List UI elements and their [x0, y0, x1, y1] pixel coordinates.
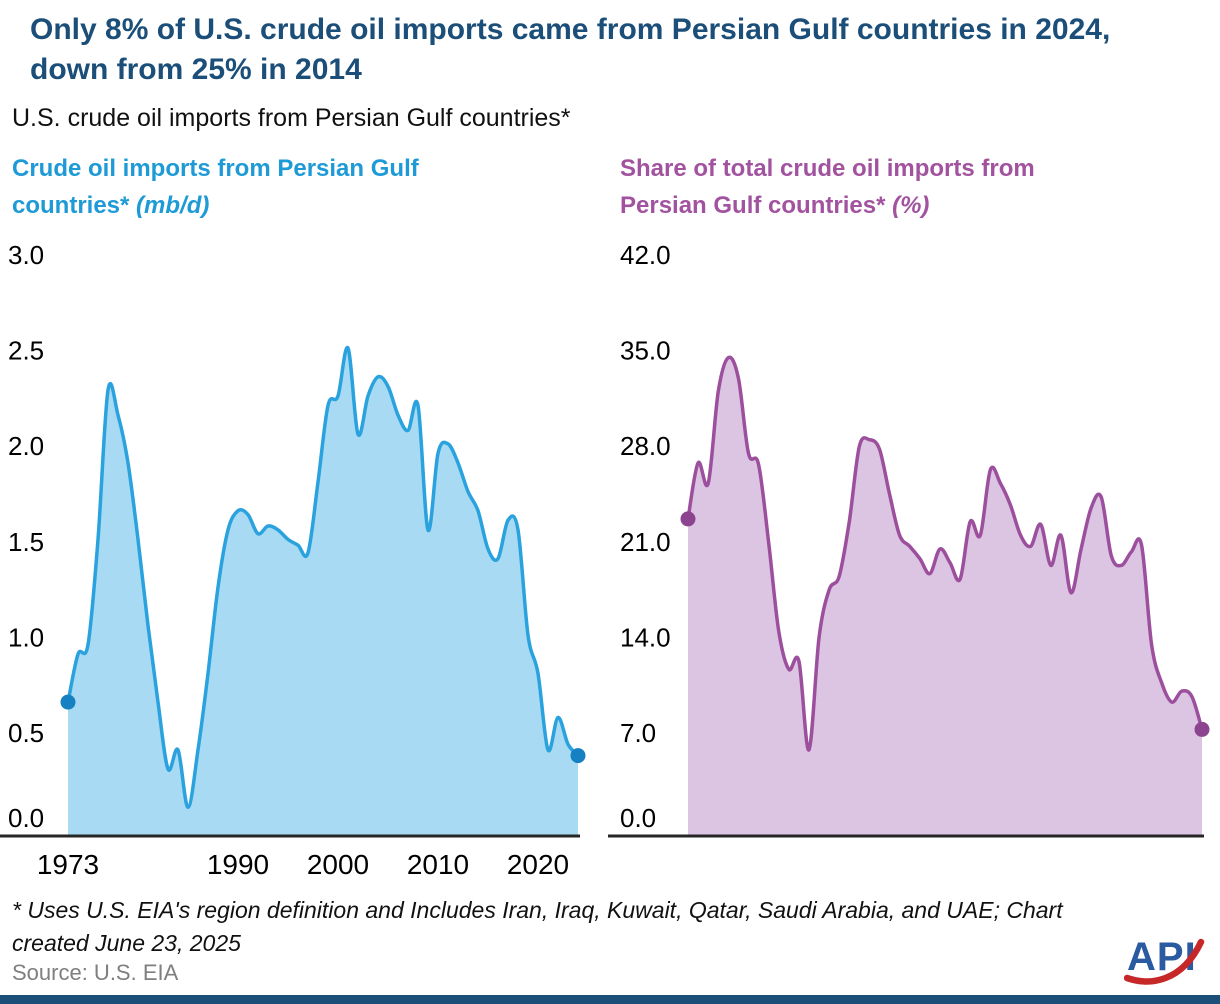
share-endpoint-dot — [680, 511, 696, 527]
share-chart-heading-text: Share of total crude oil imports from Pe… — [620, 155, 1035, 219]
imports-y-tick-label: 1.5 — [8, 527, 44, 557]
imports-x-tick-label: 1990 — [207, 849, 269, 880]
share-y-tick-label: 21.0 — [620, 527, 671, 557]
imports-endpoint-dot — [570, 748, 586, 764]
imports-chart-heading: Crude oil imports from Persian Gulf coun… — [12, 150, 482, 224]
imports-y-tick-label: 3.0 — [8, 240, 44, 270]
imports-x-tick-label: 2010 — [407, 849, 469, 880]
imports-chart-unit-label: (mb/d) — [136, 192, 210, 219]
imports-y-tick-label: 0.0 — [8, 803, 44, 833]
page-title: Only 8% of U.S. crude oil imports came f… — [30, 10, 1110, 90]
source-text: Source: U.S. EIA — [12, 960, 179, 985]
share-y-tick-label: 28.0 — [620, 431, 671, 461]
share-chart-heading: Share of total crude oil imports from Pe… — [620, 150, 1100, 224]
footnote-line2: created June 23, 2025 — [12, 930, 241, 956]
footnote: * Uses U.S. EIA's region definition and … — [12, 894, 1132, 960]
share-y-tick-label: 0.0 — [620, 803, 656, 833]
page-title-line2: down from 25% in 2014 — [30, 53, 362, 86]
imports-area-fill — [68, 347, 578, 836]
imports-y-tick-label: 0.5 — [8, 718, 44, 748]
share-area-fill — [688, 357, 1202, 836]
share-chart-unit-label: (%) — [892, 192, 930, 219]
imports-x-tick-label: 2020 — [507, 849, 569, 880]
imports-line — [66, 346, 580, 810]
imports-y-tick-label: 1.0 — [8, 623, 44, 653]
share-endpoint-dot — [1194, 721, 1210, 737]
api-logo: API — [1124, 935, 1205, 985]
footnote-line1: * Uses U.S. EIA's region definition and … — [12, 897, 1063, 923]
imports-x-tick-label: 2000 — [307, 849, 369, 880]
footer-bar — [0, 995, 1220, 1004]
share-area-chart: 42.0 35.0 28.0 21.0 14.0 7.0 0.0 — [608, 240, 1210, 838]
api-logo-swoosh — [1124, 938, 1205, 985]
share-y-tick-label: 14.0 — [620, 623, 671, 653]
share-y-tick-label: 35.0 — [620, 336, 671, 366]
imports-endpoint-dot — [60, 694, 76, 710]
share-line — [686, 355, 1204, 752]
share-y-tick-label: 7.0 — [620, 718, 656, 748]
api-logo-text: API — [1127, 935, 1197, 979]
page-title-line1: Only 8% of U.S. crude oil imports came f… — [30, 13, 1111, 46]
imports-area-chart: 3.0 2.5 2.0 1.5 1.0 0.5 0.0 1973 1990 2000 2010 202… — [0, 240, 586, 880]
imports-chart-heading-text: Crude oil imports from Persian Gulf coun… — [12, 155, 419, 219]
page-subtitle: U.S. crude oil imports from Persian Gulf… — [12, 104, 571, 132]
imports-y-tick-label: 2.0 — [8, 431, 44, 461]
share-y-tick-label: 42.0 — [620, 240, 671, 270]
imports-y-tick-label: 2.5 — [8, 336, 44, 366]
imports-x-tick-label: 1973 — [37, 849, 99, 880]
